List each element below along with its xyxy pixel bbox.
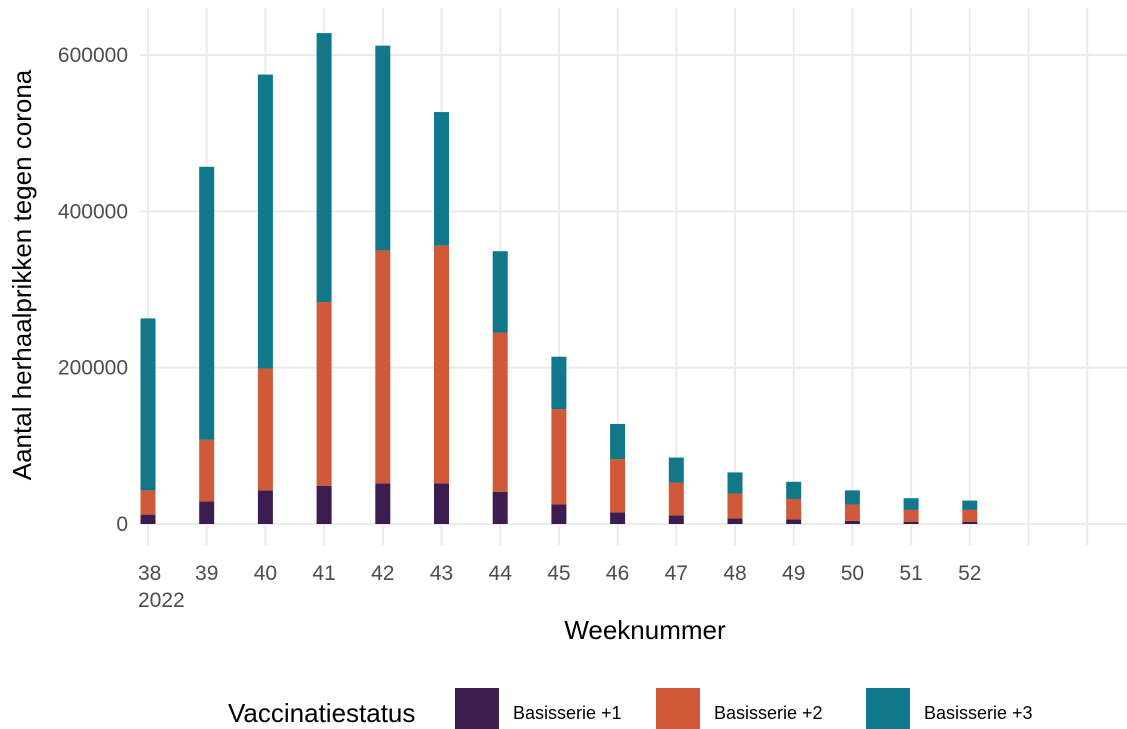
bar-segment	[492, 491, 508, 524]
x-tick-label: 48	[723, 562, 746, 585]
bar-segment	[610, 423, 626, 460]
bar-segment	[257, 368, 273, 491]
y-tick-label: 400000	[58, 200, 128, 223]
bar-segment	[786, 498, 802, 520]
bar-segment	[727, 518, 743, 524]
bar-segment	[257, 74, 273, 369]
bar-segment	[844, 490, 860, 505]
bar-segment	[375, 483, 391, 524]
x-tick-label: 50	[841, 562, 864, 585]
bar-segment	[375, 250, 391, 484]
x-tick-label: 46	[606, 562, 629, 585]
bar-segment	[551, 409, 567, 505]
legend-swatch	[866, 688, 910, 729]
legend-label: Basisserie +3	[924, 703, 1033, 723]
bar-segment	[844, 520, 860, 524]
bar-segment	[668, 515, 684, 524]
x-tick-sublabel: 2022	[138, 589, 185, 612]
bar-segment	[316, 485, 332, 524]
y-tick-label: 600000	[58, 44, 128, 67]
bar-segment	[434, 245, 449, 484]
x-tick-label: 39	[195, 562, 218, 585]
legend-swatch	[656, 688, 700, 729]
bar-segment	[551, 356, 567, 410]
x-axis-ticks: 38 39 40 41 42 43 44 45 46 47 48 49 50 51 52 2022	[138, 562, 981, 612]
legend-items: Basisserie +1 Basisserie +2 Basisserie +3	[455, 688, 1033, 729]
x-tick-label: 45	[547, 562, 570, 585]
y-tick-label: 0	[116, 513, 128, 536]
bar-segment	[316, 33, 332, 303]
grid-layer	[140, 8, 1127, 545]
x-tick-label: 51	[899, 562, 922, 585]
bar-segment	[786, 519, 802, 524]
bar-segment	[257, 490, 273, 524]
bar-segment	[903, 509, 919, 522]
bar-segment	[610, 459, 626, 513]
bar-segment	[668, 482, 684, 516]
x-tick-label: 49	[782, 562, 805, 585]
x-tick-label: 40	[254, 562, 277, 585]
x-tick-label: 44	[489, 562, 513, 585]
bar-segment	[140, 318, 156, 491]
bar-segment	[434, 483, 449, 524]
y-axis-ticks: 0 200000 400000 600000	[58, 44, 128, 536]
x-tick-label: 38	[138, 562, 161, 585]
x-axis-title: Weeknummer	[564, 615, 726, 645]
bar-segment	[844, 504, 860, 521]
bar-segment	[962, 521, 978, 524]
bar-segment	[140, 490, 156, 515]
bars-layer	[140, 33, 978, 524]
bar-segment	[375, 45, 391, 251]
x-tick-label: 41	[312, 562, 335, 585]
bar-segment	[903, 521, 919, 524]
y-tick-label: 200000	[58, 357, 128, 380]
bar-segment	[962, 500, 978, 510]
legend-title: Vaccinatiestatus	[228, 698, 415, 728]
bar-segment	[786, 481, 802, 499]
x-tick-label: 47	[665, 562, 688, 585]
bar-segment	[903, 498, 919, 510]
bar-segment	[727, 493, 743, 519]
x-tick-label: 42	[371, 562, 394, 585]
bar-segment	[610, 512, 626, 524]
bar-segment	[199, 166, 215, 440]
bar-segment	[492, 332, 508, 492]
legend-swatch	[455, 688, 499, 729]
bar-segment	[492, 251, 508, 333]
bar-segment	[962, 509, 978, 522]
x-tick-label: 52	[958, 562, 981, 585]
bar-segment	[316, 302, 332, 486]
bar-segment	[668, 457, 684, 483]
bar-segment	[199, 439, 215, 502]
bar-segment	[551, 504, 567, 524]
x-tick-label: 43	[430, 562, 453, 585]
legend: Vaccinatiestatus Basisserie +1 Basisserie…	[228, 688, 1033, 729]
legend-label: Basisserie +2	[714, 703, 823, 723]
y-axis-title: Aantal herhaalprikken tegen corona	[7, 69, 37, 480]
bar-segment	[434, 112, 449, 246]
bar-segment	[199, 501, 215, 524]
legend-label: Basisserie +1	[513, 703, 622, 723]
bar-segment	[140, 514, 156, 524]
bar-segment	[727, 472, 743, 494]
